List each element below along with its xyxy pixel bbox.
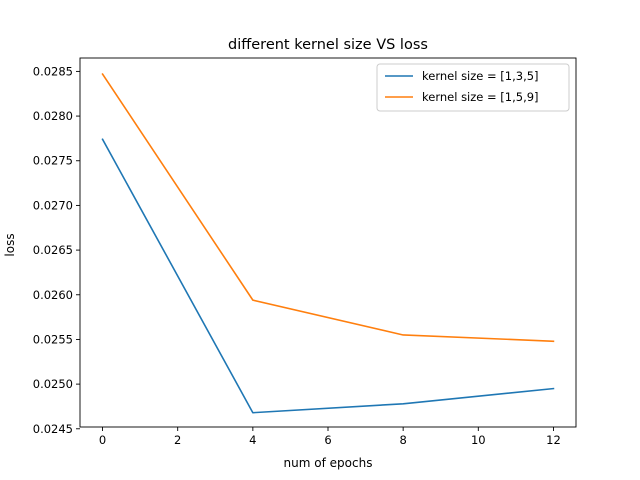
x-axis-label: num of epochs [284, 456, 373, 470]
y-tick-label: 0.0270 [33, 198, 73, 212]
x-tick-label: 4 [249, 433, 256, 447]
y-axis-label: loss [3, 233, 17, 256]
x-tick-label: 6 [324, 433, 331, 447]
y-tick-label: 0.0250 [33, 377, 73, 391]
x-tick-label: 12 [546, 433, 561, 447]
y-tick-label: 0.0275 [33, 154, 73, 168]
y-tick-label: 0.0265 [33, 243, 73, 257]
x-tick-label: 0 [99, 433, 106, 447]
series-line-2 [101, 72, 555, 343]
x-tick-label: 2 [174, 433, 181, 447]
x-tick-label: 8 [399, 433, 406, 447]
y-tick-label: 0.0280 [33, 109, 73, 123]
plot-area: 0 2 4 6 8 10 12 0.0245 0.0250 0.0255 0.0260 0.0265 0… [33, 57, 577, 447]
legend-label-1: kernel size = [1,3,5] [422, 69, 539, 83]
y-tick-label: 0.0285 [33, 64, 73, 78]
series-line-1 [101, 138, 555, 414]
legend-label-2: kernel size = [1,5,9] [422, 90, 539, 104]
legend-box [376, 63, 570, 112]
chart-title: different kernel size VS loss [228, 37, 428, 53]
x-tick-label: 10 [471, 433, 486, 447]
y-tick-label: 0.0245 [33, 422, 73, 436]
y-tick-label: 0.0260 [33, 288, 73, 302]
y-tick-label: 0.0255 [33, 332, 73, 346]
